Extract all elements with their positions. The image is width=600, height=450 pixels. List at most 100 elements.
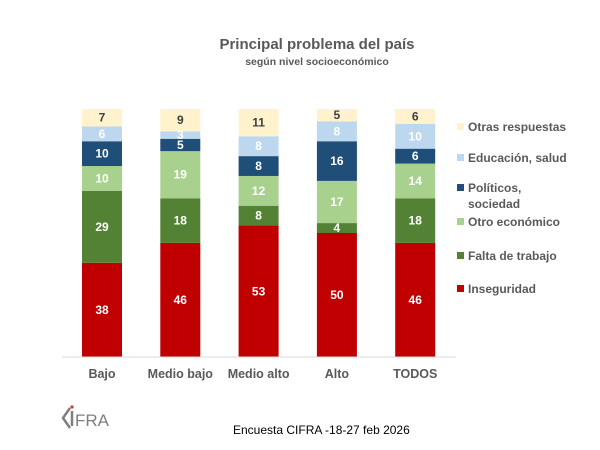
category-label-alto: Alto bbox=[325, 367, 350, 381]
bar-stack-bajo: 38 29 10 10 6 7 bbox=[82, 109, 122, 357]
data-label-educacion-salud-medio-bajo: 3 bbox=[177, 128, 184, 142]
data-label-otras-respuestas-medio-bajo: 9 bbox=[177, 113, 184, 127]
data-label-inseguridad-medio-bajo: 46 bbox=[174, 293, 188, 307]
legend-label-politicos-sociedad-line2: sociedad bbox=[468, 197, 520, 211]
bar-segment-inseguridad-bajo bbox=[82, 262, 122, 357]
bar-segment-educacion-salud-medio-bajo bbox=[160, 131, 201, 139]
data-label-otras-respuestas-alto: 5 bbox=[334, 108, 341, 122]
chart-title: Principal problema del país bbox=[219, 36, 415, 53]
data-label-inseguridad-medio-alto: 53 bbox=[252, 284, 266, 298]
data-label-inseguridad-alto: 50 bbox=[330, 288, 344, 302]
legend-item-inseguridad: Inseguridad bbox=[457, 282, 536, 296]
bar-segment-falta-de-trabajo-bajo bbox=[82, 190, 122, 263]
logo-text: FRA bbox=[75, 411, 110, 430]
bar-segment-educacion-salud-medio-alto bbox=[238, 136, 279, 157]
bar-segment-falta-de-trabajo-medio-alto bbox=[238, 205, 279, 226]
category-label-bajo: Bajo bbox=[88, 367, 115, 381]
legend-label-otro-economico: Otro económico bbox=[468, 215, 560, 229]
bar-segment-politicos-sociedad-alto bbox=[316, 141, 357, 181]
category-label-medio-alto: Medio alto bbox=[228, 367, 290, 381]
data-label-otras-respuestas-todos: 6 bbox=[412, 109, 419, 123]
category-label-todos: TODOS bbox=[393, 367, 437, 381]
bar-segment-otro-economico-medio-alto bbox=[238, 175, 279, 206]
bar-segment-otras-respuestas-medio-alto bbox=[238, 109, 279, 137]
bar-segment-inseguridad-medio-alto bbox=[238, 225, 279, 357]
category-label-medio-bajo: Medio bajo bbox=[148, 367, 214, 381]
bar-segment-politicos-sociedad-medio-alto bbox=[238, 156, 279, 176]
legend: Otras respuestas Educación, salud Político… bbox=[457, 120, 567, 296]
bar-segment-educacion-salud-bajo bbox=[82, 126, 122, 142]
legend-item-otras-respuestas: Otras respuestas bbox=[457, 120, 566, 134]
legend-label-politicos-sociedad-line1: Políticos, bbox=[468, 181, 521, 195]
data-label-falta-de-trabajo-medio-bajo: 18 bbox=[174, 214, 188, 228]
legend-swatch-politicos-sociedad bbox=[457, 184, 464, 191]
legend-label-inseguridad: Inseguridad bbox=[468, 282, 536, 296]
legend-label-otras-respuestas: Otras respuestas bbox=[468, 120, 566, 134]
bar-segment-inseguridad-todos bbox=[395, 242, 436, 357]
bar-segment-otras-respuestas-bajo bbox=[82, 109, 122, 127]
data-label-otro-economico-medio-bajo: 19 bbox=[174, 168, 188, 182]
bar-segment-otras-respuestas-todos bbox=[395, 109, 436, 124]
bar-segment-otro-economico-bajo bbox=[82, 166, 122, 191]
data-label-educacion-salud-bajo: 6 bbox=[99, 127, 106, 141]
legend-swatch-otro-economico bbox=[457, 218, 464, 225]
data-label-otro-economico-medio-alto: 12 bbox=[252, 184, 266, 198]
logo-chevron bbox=[61, 407, 72, 429]
legend-item-falta-de-trabajo: Falta de trabajo bbox=[457, 249, 557, 263]
legend-label-educacion-salud: Educación, salud bbox=[468, 151, 567, 165]
bar-stack-medio-bajo: 46 18 19 539 bbox=[160, 109, 201, 357]
data-label-politicos-sociedad-medio-bajo: 5 bbox=[177, 138, 184, 152]
bar-stack-alto: 50 4 17 16 8 5 bbox=[316, 108, 357, 357]
bar-segment-otras-respuestas-alto bbox=[316, 109, 357, 122]
data-label-otras-respuestas-bajo: 7 bbox=[99, 111, 106, 125]
data-label-politicos-sociedad-medio-alto: 8 bbox=[255, 159, 262, 173]
data-label-otro-economico-todos: 14 bbox=[409, 174, 423, 188]
logo-dot bbox=[70, 405, 74, 409]
data-label-falta-de-trabajo-alto: 4 bbox=[334, 221, 341, 235]
legend-swatch-educacion-salud bbox=[457, 154, 464, 161]
bars-group: 3829101067461819539538128811504171685461… bbox=[82, 108, 436, 357]
data-label-falta-de-trabajo-todos: 18 bbox=[409, 214, 423, 228]
legend-label-falta-de-trabajo: Falta de trabajo bbox=[468, 249, 557, 263]
data-label-educacion-salud-todos: 10 bbox=[409, 129, 423, 143]
legend-swatch-otras-respuestas bbox=[457, 123, 464, 130]
bar-stack-medio-alto: 53 8 12 8 8 11 bbox=[238, 109, 279, 357]
data-label-inseguridad-bajo: 38 bbox=[95, 303, 109, 317]
data-label-politicos-sociedad-bajo: 10 bbox=[95, 147, 109, 161]
bar-segment-otro-economico-todos bbox=[395, 163, 436, 199]
data-label-otras-respuestas-medio-alto: 11 bbox=[252, 116, 265, 130]
bar-segment-politicos-sociedad-medio-bajo bbox=[160, 138, 201, 152]
bar-segment-educacion-salud-alto bbox=[316, 121, 357, 142]
bar-segment-inseguridad-alto bbox=[316, 233, 357, 357]
data-label-falta-de-trabajo-medio-alto: 8 bbox=[255, 209, 262, 223]
bar-segment-inseguridad-medio-bajo bbox=[160, 242, 201, 357]
category-labels: Bajo Medio bajo Medio alto Alto TODOS bbox=[88, 367, 437, 381]
data-label-otro-economico-alto: 17 bbox=[330, 195, 344, 209]
legend-item-educacion-salud: Educación, salud bbox=[457, 151, 567, 165]
legend-swatch-inseguridad bbox=[457, 285, 464, 292]
bar-segment-politicos-sociedad-bajo bbox=[82, 141, 122, 167]
bar-segment-otro-economico-alto bbox=[316, 180, 357, 224]
bar-segment-falta-de-trabajo-todos bbox=[395, 198, 436, 243]
bar-segment-otras-respuestas-medio-bajo bbox=[160, 109, 201, 132]
data-label-politicos-sociedad-alto: 16 bbox=[330, 154, 344, 168]
bar-segment-educacion-salud-todos bbox=[395, 123, 436, 149]
chart-subtitle: según nivel socioeconómico bbox=[245, 56, 389, 68]
bar-segment-falta-de-trabajo-alto bbox=[316, 223, 357, 233]
bar-segment-politicos-sociedad-todos bbox=[395, 148, 436, 164]
data-label-politicos-sociedad-todos: 6 bbox=[412, 149, 419, 163]
data-label-educacion-salud-alto: 8 bbox=[334, 124, 341, 138]
source-note: Encuesta CIFRA -18-27 feb 2026 bbox=[233, 423, 410, 437]
cifra-logo: FRA bbox=[61, 405, 110, 430]
data-label-inseguridad-todos: 46 bbox=[409, 293, 423, 307]
legend-swatch-falta-de-trabajo bbox=[457, 252, 464, 259]
bar-segment-otro-economico-medio-bajo bbox=[160, 151, 201, 199]
data-label-educacion-salud-medio-alto: 8 bbox=[255, 139, 262, 153]
legend-item-politicos-sociedad: Políticos, sociedad bbox=[457, 181, 521, 211]
legend-item-otro-economico: Otro económico bbox=[457, 215, 560, 229]
bar-segment-falta-de-trabajo-medio-bajo bbox=[160, 198, 201, 243]
bar-stack-todos: 46 18 14 6 10 6 bbox=[395, 109, 436, 357]
data-label-falta-de-trabajo-bajo: 29 bbox=[95, 220, 109, 234]
data-label-otro-economico-bajo: 10 bbox=[95, 171, 109, 185]
